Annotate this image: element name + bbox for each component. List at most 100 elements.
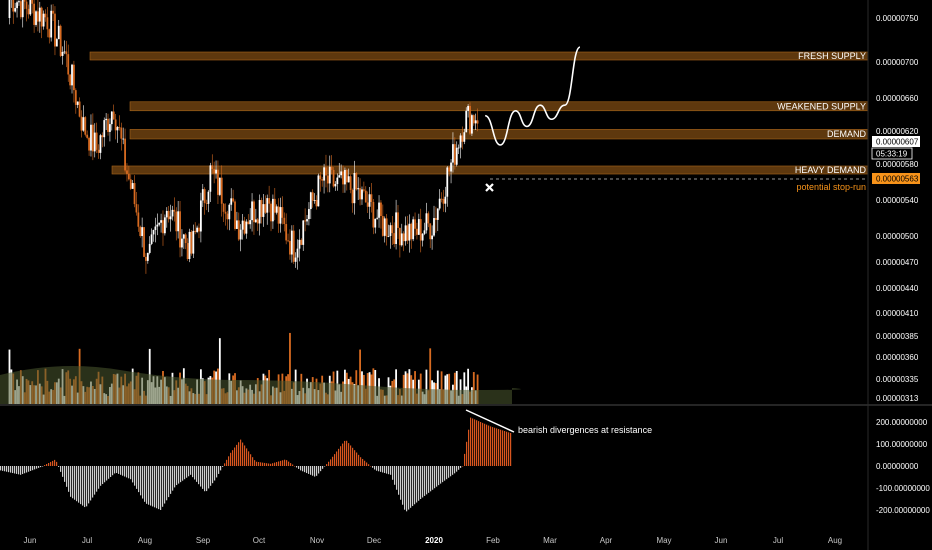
- oscillator-bar: [414, 466, 415, 504]
- price-axis[interactable]: 0.00000750 0.00000700 0.00000660 0.00000620…: [876, 14, 919, 403]
- candle-body: [183, 234, 185, 238]
- oscillator-bar: [344, 441, 345, 466]
- oscillator-bar: [90, 466, 91, 500]
- oscillator-bar: [328, 462, 329, 466]
- oscillator-bar: [14, 466, 15, 473]
- oscillator-bar: [334, 454, 335, 466]
- candle-body: [90, 125, 92, 151]
- candle-body: [198, 228, 200, 232]
- candle-body: [395, 212, 397, 244]
- candle-body: [456, 148, 458, 165]
- price-tick-label: 0.00000540: [876, 196, 919, 205]
- oscillator-bar: [380, 466, 381, 472]
- oscillator-bar: [266, 463, 267, 466]
- candle-body: [460, 135, 462, 147]
- oscillator-bar: [240, 440, 241, 466]
- month-tick-label: Dec: [367, 536, 381, 545]
- oscillator-bar: [68, 466, 69, 492]
- oscillator-bar: [154, 466, 155, 507]
- candle-body: [295, 258, 297, 262]
- oscillator-bar: [54, 460, 55, 466]
- candle-body: [247, 222, 249, 225]
- oscillator-bar: [462, 466, 463, 467]
- oscillator-axis[interactable]: 200.00000000 100.00000000 0.00000000 -100.0…: [876, 418, 930, 515]
- oscillator-bar: [142, 466, 143, 499]
- oscillator-bar: [72, 466, 73, 498]
- oscillator-bar: [96, 466, 97, 492]
- candle-body: [363, 189, 365, 190]
- candle-body: [259, 200, 261, 223]
- oscillator-bar: [208, 466, 209, 488]
- oscillator-bar: [314, 466, 315, 477]
- candle-body: [323, 167, 325, 180]
- candle-body: [308, 209, 310, 219]
- candle-body: [427, 213, 429, 223]
- candle-body: [172, 210, 174, 217]
- candle-body: [371, 194, 373, 202]
- candle-body: [105, 119, 107, 120]
- candle-body: [109, 124, 111, 132]
- oscillator-bar: [350, 445, 351, 466]
- candle-body: [280, 207, 282, 224]
- candle-body: [147, 253, 149, 261]
- candle-body: [255, 219, 257, 222]
- candle-body: [289, 241, 291, 255]
- candle-body: [378, 203, 380, 218]
- oscillator-bar: [170, 466, 171, 494]
- candle-body: [58, 26, 60, 39]
- candle-body: [420, 219, 422, 240]
- candle-body: [278, 206, 280, 223]
- oscillator-bar: [224, 463, 225, 466]
- oscillator-bar: [438, 466, 439, 485]
- candle-body: [310, 192, 312, 209]
- oscillator-bar: [60, 466, 61, 472]
- oscillator-bar: [124, 466, 125, 477]
- oscillator-bar: [148, 466, 149, 505]
- oscillator-bar: [222, 466, 223, 467]
- candle-body: [244, 221, 246, 234]
- oscillator-bar: [130, 466, 131, 479]
- candle-body: [143, 227, 145, 257]
- oscillator-bar: [256, 462, 257, 466]
- candle-body: [111, 112, 113, 125]
- oscillator-tick-label: -100.00000000: [876, 484, 930, 493]
- candle-body: [16, 2, 18, 8]
- candle-body: [348, 176, 350, 182]
- candle-body: [153, 230, 155, 234]
- oscillator-bar: [2, 466, 3, 471]
- oscillator-bar: [312, 466, 313, 476]
- oscillator-bar: [34, 466, 35, 469]
- candle-body: [448, 167, 450, 171]
- candle-body: [312, 192, 314, 200]
- candle-body: [134, 183, 136, 204]
- candle-body: [132, 183, 134, 189]
- candle-body: [141, 227, 143, 236]
- candle-body: [293, 231, 295, 262]
- candle-body: [223, 204, 225, 212]
- oscillator-bar: [492, 427, 493, 466]
- oscillator-bar: [112, 466, 113, 475]
- oscillator-bar: [56, 462, 57, 466]
- candle-body: [380, 203, 382, 216]
- oscillator-bar: [194, 466, 195, 479]
- oscillator-bar: [360, 457, 361, 466]
- oscillator-bar: [254, 460, 255, 466]
- candle-body: [463, 132, 465, 142]
- oscillator-bar: [488, 426, 489, 466]
- candle-body: [238, 220, 240, 239]
- oscillator-bar: [174, 466, 175, 487]
- oscillator-bar: [172, 466, 173, 491]
- oscillator-bar: [496, 428, 497, 466]
- oscillator-bar: [152, 466, 153, 506]
- oscillator-tick-label: 200.00000000: [876, 418, 928, 427]
- candle-body: [336, 178, 338, 184]
- candle-body: [304, 220, 306, 221]
- candle-body: [230, 198, 232, 204]
- candle-body: [126, 170, 128, 173]
- candle-body: [33, 4, 35, 25]
- candle-body: [215, 170, 217, 174]
- time-axis[interactable]: Jun Jul Aug Sep Oct Nov Dec 2020 Feb Mar Apr May Jun…: [24, 536, 843, 545]
- price-tick-label: 0.00000620: [876, 127, 919, 136]
